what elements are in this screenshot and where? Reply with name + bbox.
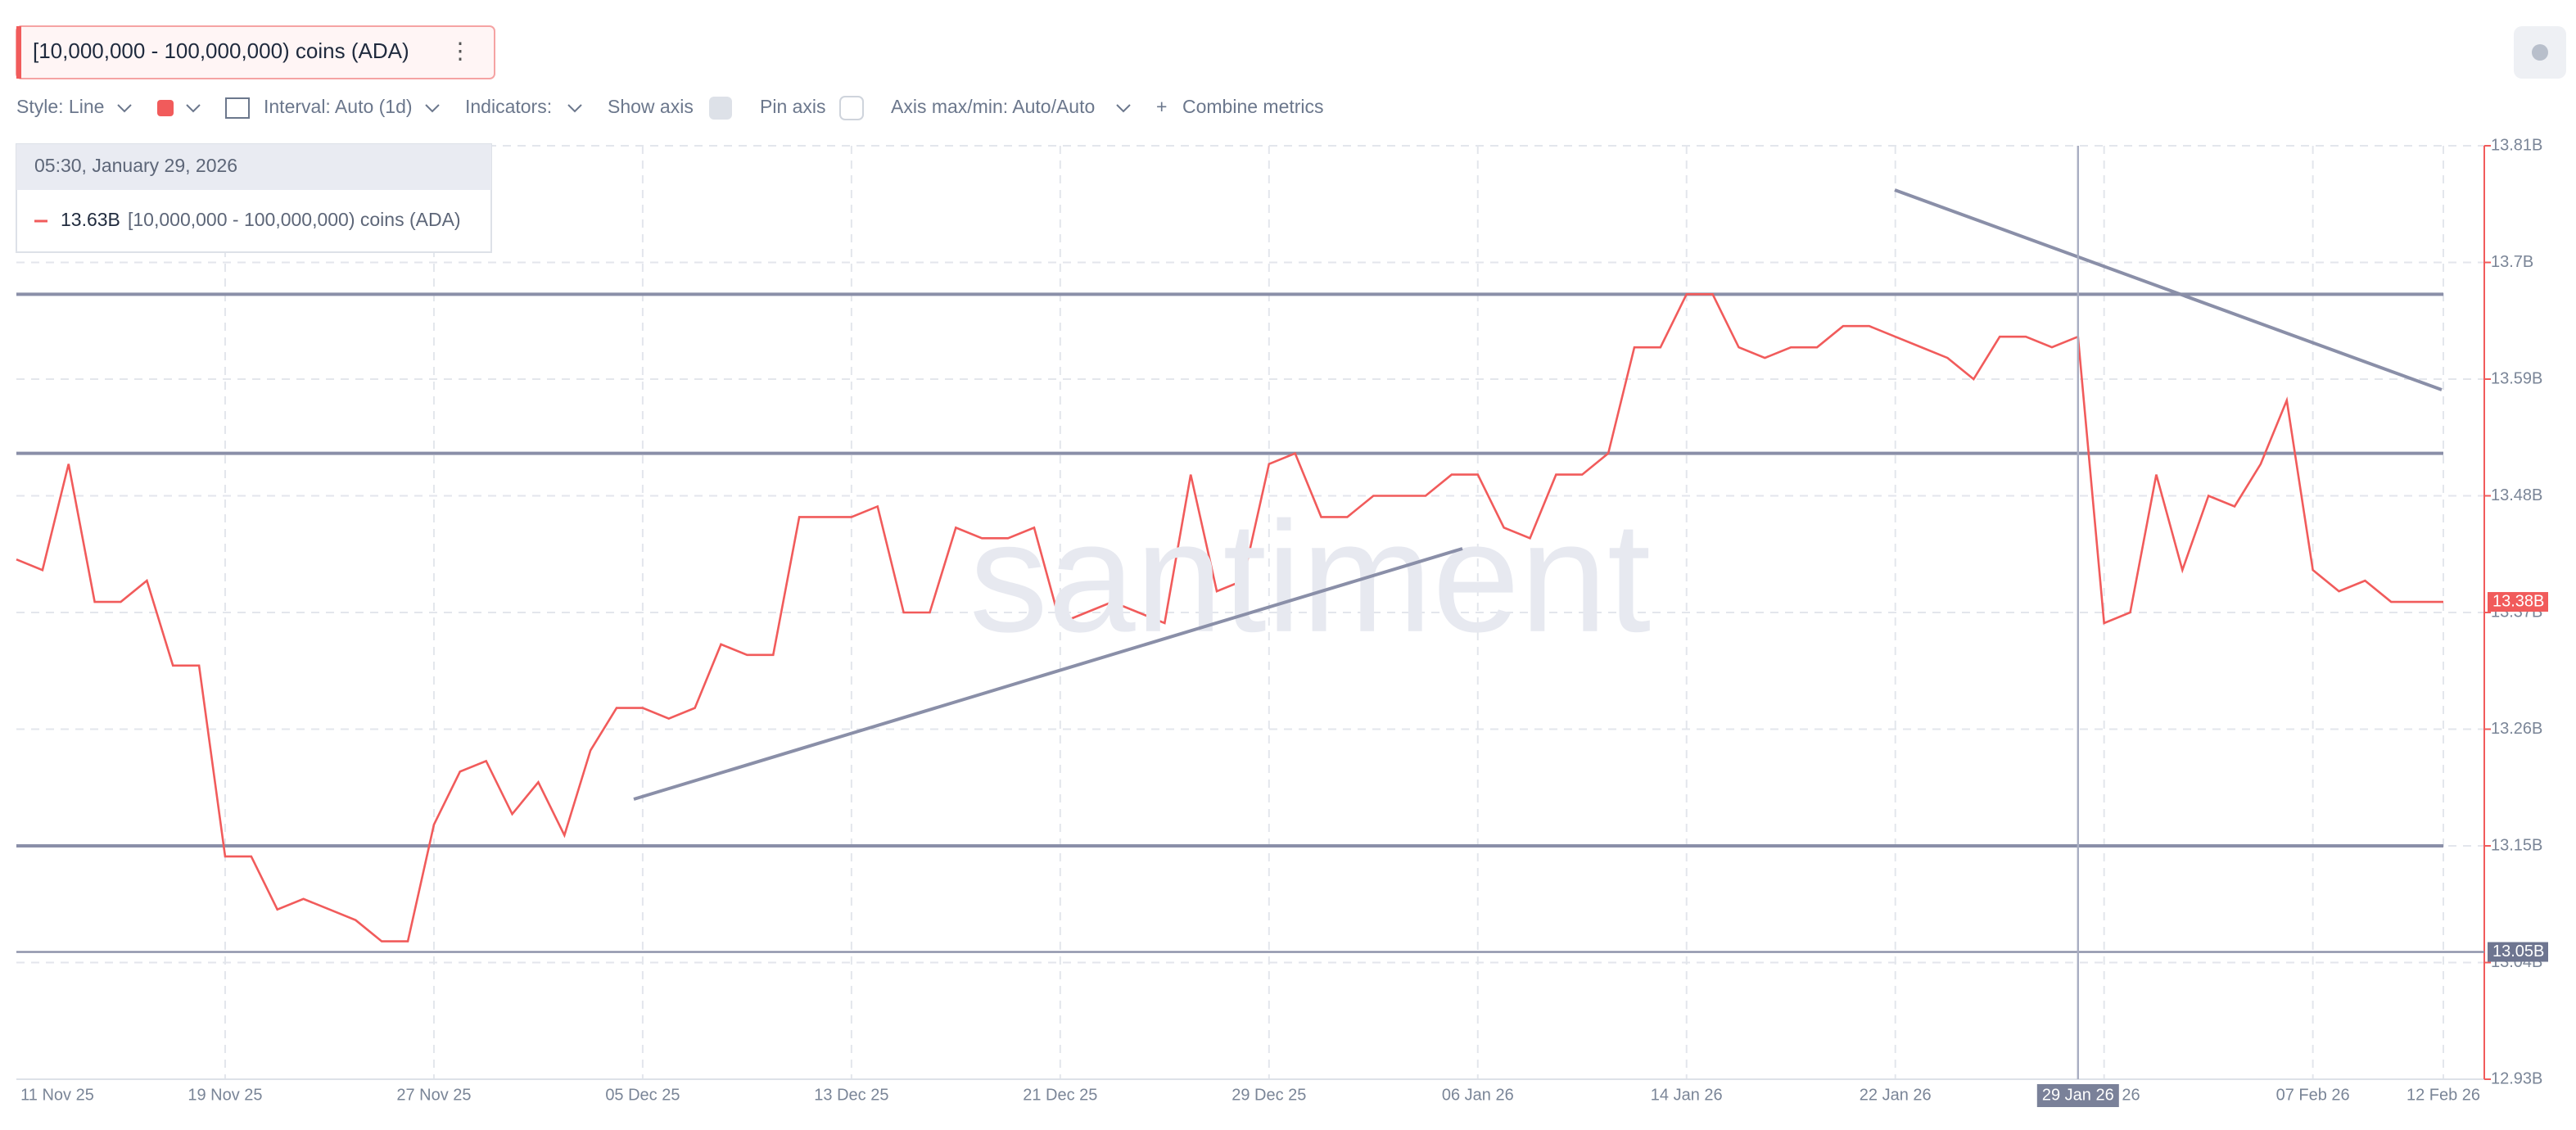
x-tick-label: 14 Jan 26 — [1651, 1086, 1723, 1104]
interval-select[interactable]: Interval: Auto (1d) — [264, 96, 413, 117]
x-tick-label: 29 Dec 25 — [1232, 1086, 1306, 1104]
y-tick-label: 13.81B — [2491, 136, 2542, 154]
plot: 12.93B13.04B13.15B13.26B13.37B13.48B13.5… — [16, 136, 2542, 1104]
x-tick-label: 22 Jan 26 — [1860, 1086, 1932, 1104]
marker-line-label: 13.05B — [2492, 942, 2544, 960]
crosshair-label-box — [2036, 1084, 2119, 1107]
y-tick-label: 13.26B — [2491, 720, 2542, 738]
x-tick-label: 11 Nov 25 — [20, 1086, 94, 1104]
tooltip-metric: [10,000,000 - 100,000,000) coins (ADA) — [128, 209, 461, 230]
indicators-select[interactable]: Indicators: — [465, 96, 552, 117]
y-tick-label: 13.48B — [2491, 486, 2542, 504]
marker-line-badge — [2488, 942, 2548, 962]
x-tick-label: 05 Dec 25 — [605, 1086, 680, 1104]
x-tick-label: 07 Feb 26 — [2276, 1086, 2350, 1104]
tooltip: 05:30, January 29, 2026 13.63B [10,000,0… — [16, 143, 492, 253]
toolbar: Style: Line Interval: Auto (1d) Indicato… — [16, 96, 1324, 120]
trend-line — [1894, 188, 2443, 391]
last-value-label: 13.38B — [2492, 592, 2544, 610]
tooltip-date: 05:30, January 29, 2026 — [34, 155, 237, 176]
y-tick-label: 13.15B — [2491, 836, 2542, 854]
pin-axis-toggle[interactable]: Pin axis — [760, 96, 826, 117]
crosshair-label: 29 Jan 26 — [2042, 1086, 2114, 1104]
combine-plus: + — [1156, 96, 1167, 117]
style-select[interactable]: Style: Line — [16, 96, 104, 117]
overlay: 13.38B 29 Jan 26 13.05B — [2036, 146, 2548, 1107]
x-tick-label: 27 Nov 25 — [396, 1086, 471, 1104]
watermark: santiment — [969, 489, 1651, 665]
color-select[interactable] — [157, 100, 174, 116]
y-tick-label: 12.93B — [2491, 1069, 2542, 1087]
show-axis-checkbox[interactable] — [709, 97, 732, 120]
y-tick-label: 13.7B — [2491, 253, 2533, 271]
chip-accent — [16, 26, 21, 79]
tooltip-header — [16, 144, 491, 190]
chevron — [567, 104, 582, 113]
settings-icon — [2532, 44, 2548, 61]
series-line — [16, 293, 2443, 942]
last-value-badge — [2488, 592, 2548, 612]
y-tick-label: 13.59B — [2491, 369, 2542, 387]
combine-metrics[interactable]: Combine metrics — [1182, 96, 1324, 117]
x-tick-label: 12 Feb 26 — [2407, 1086, 2480, 1104]
metric-label: [10,000,000 - 100,000,000) coins (ADA) — [33, 38, 409, 63]
chevron — [425, 104, 440, 113]
x-tick-label: 19 Nov 25 — [188, 1086, 262, 1104]
trend-line — [633, 547, 1463, 801]
interval-icon — [225, 97, 250, 119]
show-axis-toggle[interactable]: Show axis — [608, 96, 694, 117]
pin-axis-checkbox[interactable] — [839, 96, 864, 120]
x-tick-label: 13 Dec 25 — [814, 1086, 888, 1104]
axis-minmax-select[interactable]: Axis max/min: Auto/Auto — [891, 96, 1095, 117]
metric-menu[interactable]: ⋮ — [449, 38, 472, 63]
x-tick-label: 06 Jan 26 — [1442, 1086, 1514, 1104]
x-tick-label: 21 Dec 25 — [1023, 1086, 1097, 1104]
chevron — [186, 104, 201, 113]
chevron — [117, 104, 132, 113]
chevron — [1116, 104, 1131, 113]
tooltip-value: 13.63B — [61, 209, 120, 230]
